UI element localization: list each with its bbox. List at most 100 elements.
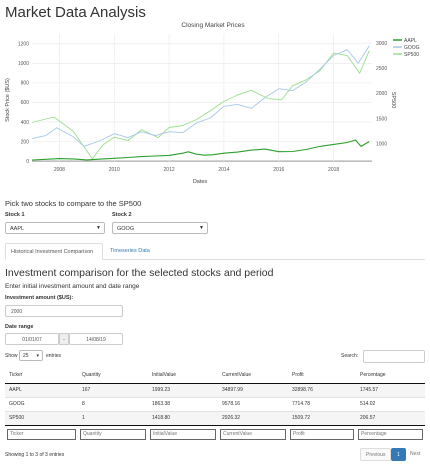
legend-entry-sp500: SP500 [404, 52, 419, 58]
compare-prompt: Pick two stocks to compare to the SP500 [5, 199, 142, 208]
table-filter-row [5, 424, 425, 443]
y-tick-label: 0 [26, 159, 29, 165]
date-start-input[interactable]: 01/01/07 [5, 333, 59, 345]
y-tick-label: 600 [21, 100, 30, 106]
amount-label: Investment amount ($US): [5, 295, 74, 301]
tab-timeseries-data[interactable]: Timeseries Data [105, 243, 165, 260]
chart-grid [32, 34, 372, 163]
y2-tick-label: 3000 [376, 41, 387, 47]
search-input[interactable] [363, 350, 425, 363]
chevron-down-icon: ▾ [36, 353, 39, 359]
table-cell: 167 [78, 382, 148, 397]
tab-historical-investment[interactable]: Historical Investment Comparison [5, 243, 103, 260]
stock2-select[interactable]: GOOG ▼ [112, 222, 208, 234]
filter-ticker-input[interactable] [7, 428, 76, 440]
y-tick-label: 400 [21, 120, 30, 126]
tab-label: Timeseries Data [110, 248, 150, 254]
x-tick-label: 2018 [328, 167, 339, 173]
stock2-label: Stock 2 [112, 212, 132, 218]
page-1-button[interactable]: 1 [391, 448, 406, 461]
legend-entry-goog: GOOG [404, 45, 420, 51]
column-header-percentage[interactable]: Percentage [356, 368, 425, 384]
y2-tick-label: 2500 [376, 66, 387, 72]
investment-heading: Investment comparison for the selected s… [5, 267, 274, 279]
table-cell: AAPL [5, 382, 78, 397]
y-tick-label: 1000 [18, 61, 29, 67]
investment-subheading: Enter initial investment amount and date… [5, 283, 140, 290]
show-label: Show [5, 353, 18, 359]
entries-select[interactable]: 25 ▾ [19, 350, 43, 361]
date-end-value: 14/08/19 [86, 337, 106, 343]
tab-label: Historical Investment Comparison [11, 249, 94, 255]
tab-bar: Historical Investment Comparison Timeser… [5, 243, 425, 260]
table-cell: 1745.57 [356, 382, 425, 397]
entries-label: entries [46, 353, 62, 359]
series-line-goog [31, 45, 370, 147]
y-tick-label: 1200 [18, 42, 29, 48]
y2-tick-label: 1000 [376, 141, 387, 147]
closing-prices-chart: Closing Market Prices 020040060080010001… [5, 22, 420, 185]
y2-tick-label: 1500 [376, 116, 387, 122]
search-label: Search: [341, 353, 359, 359]
y2-tick-label: 2000 [376, 91, 387, 97]
stock2-value: GOOG [117, 226, 135, 232]
x-tick-label: 2010 [109, 167, 120, 173]
chart-title: Closing Market Prices [181, 22, 245, 29]
table-cell: 1509.72 [288, 410, 356, 425]
stock1-value: AAPL [10, 226, 25, 232]
previous-page-button[interactable]: Previous [360, 448, 392, 461]
table-cell: 514.02 [356, 396, 425, 411]
y-axis-label: Stock Price ($US) [5, 78, 11, 122]
amount-input[interactable]: 2000 [5, 305, 123, 317]
legend-entry-aapl: AAPL [404, 38, 417, 44]
x-tick-label: 2016 [273, 167, 284, 173]
x-tick-label: 2012 [164, 167, 175, 173]
column-header-profit[interactable]: Profit [288, 368, 356, 384]
series-line-aapl [31, 139, 370, 161]
table-cell: 1863.38 [148, 396, 218, 411]
series-line-sp500 [31, 50, 370, 160]
date-start-value: 01/01/07 [22, 337, 42, 343]
date-separator: - [59, 333, 69, 345]
column-header-quantity[interactable]: Quantity [78, 368, 148, 384]
x-axis-label: Dates [193, 179, 208, 185]
column-header-currentvalue[interactable]: CurrentValue [218, 368, 288, 384]
table-cell: 206.57 [356, 410, 425, 425]
filter-profit-input[interactable] [290, 428, 354, 440]
x-tick-label: 2008 [54, 167, 65, 173]
stock1-select[interactable]: AAPL ▼ [5, 222, 105, 234]
date-range-label: Date range [5, 324, 34, 330]
table-cell: 1418.80 [148, 410, 218, 425]
table-cell: SP500 [5, 410, 78, 425]
amount-value: 2000 [11, 309, 23, 315]
app-title: Market Data Analysis [5, 4, 146, 21]
date-end-input[interactable]: 14/08/19 [69, 333, 123, 345]
y-tick-label: 800 [21, 81, 30, 87]
table-info: Showing 1 to 3 of 3 entries [5, 452, 65, 458]
column-header-initialvalue[interactable]: InitialValue [148, 368, 218, 384]
chevron-down-icon: ▼ [96, 225, 101, 231]
y2-axis-label: SP500 [390, 92, 396, 109]
table-row: SP500 1 1418.80 2926.32 1509.72 206.57 [5, 410, 425, 425]
table-cell: 8 [78, 396, 148, 411]
y2-axis-ticks: 1000 1500 2000 2500 3000 [376, 41, 387, 148]
filter-percentage-input[interactable] [358, 428, 423, 440]
table-row: GOOG 8 1863.38 9578.16 7714.78 514.02 [5, 396, 425, 411]
table-header-row: Ticker Quantity InitialValue CurrentValu… [5, 368, 425, 384]
table-cell: 34897.99 [218, 382, 288, 397]
table-cell: 9578.16 [218, 396, 288, 411]
investment-table: Ticker Quantity InitialValue CurrentValu… [5, 368, 425, 443]
filter-initialvalue-input[interactable] [150, 428, 216, 440]
filter-currentvalue-input[interactable] [220, 428, 286, 440]
filter-quantity-input[interactable] [80, 428, 146, 440]
table-cell: GOOG [5, 396, 78, 411]
table-cell: 2926.32 [218, 410, 288, 425]
column-header-ticker[interactable]: Ticker [5, 368, 78, 384]
y-axis-ticks: 0 200 400 600 800 1000 1200 [18, 42, 29, 165]
y-tick-label: 200 [21, 139, 30, 145]
chevron-down-icon: ▼ [199, 225, 204, 231]
chart-series [31, 45, 370, 161]
next-page-button[interactable]: Next [410, 451, 421, 457]
table-cell: 32898.76 [288, 382, 356, 397]
